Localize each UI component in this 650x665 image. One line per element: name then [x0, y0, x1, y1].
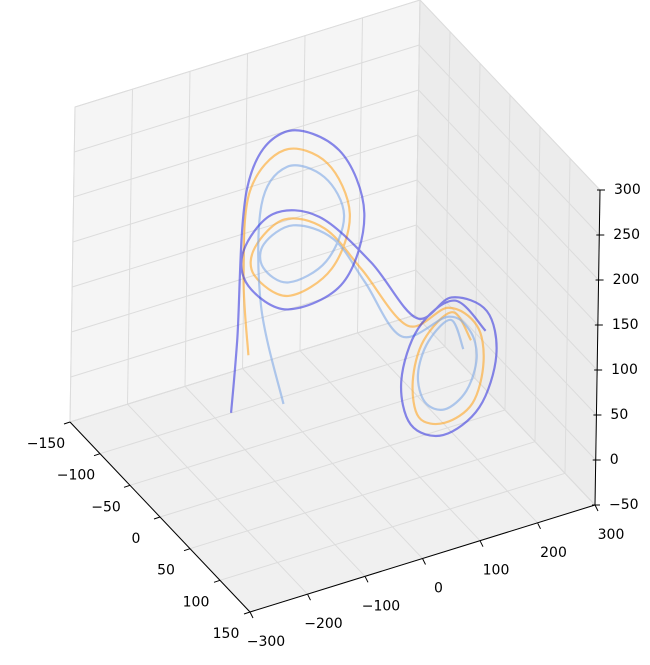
z-tick-label: 250	[613, 227, 640, 243]
x-tick	[249, 611, 254, 619]
x-tick	[594, 504, 599, 512]
y-tick-label: 0	[132, 531, 141, 547]
x-tick	[364, 576, 369, 583]
grid-line	[418, 89, 599, 281]
x-tick	[479, 540, 484, 547]
y-tick-label: −150	[27, 436, 65, 452]
grid-line	[417, 134, 599, 326]
z-axis	[594, 189, 601, 506]
grid-line	[564, 158, 571, 474]
grid-line	[357, 17, 363, 333]
grid-line	[69, 106, 76, 423]
x-tick-label: −200	[304, 616, 342, 632]
x-tick-label: −300	[247, 634, 285, 650]
y-tick	[213, 579, 221, 583]
grid-line	[72, 134, 419, 243]
grid-line	[159, 409, 506, 518]
y-tick	[63, 421, 71, 425]
grid-line	[184, 71, 191, 387]
grid-line	[444, 31, 451, 347]
x-tick-label: 300	[598, 527, 625, 543]
y-tick-label: −50	[91, 499, 121, 515]
x-axis	[249, 504, 596, 613]
y-tick-label: 100	[183, 594, 210, 610]
grid-line	[414, 0, 421, 316]
grid-line	[129, 377, 476, 486]
grid-line	[419, 0, 601, 191]
grid-line	[416, 224, 597, 416]
y-tick	[93, 453, 101, 457]
trajectory	[229, 129, 498, 438]
grid-line	[299, 35, 306, 351]
grid-line	[73, 89, 419, 198]
grid-line	[504, 94, 511, 411]
z-tick-label: 0	[610, 452, 619, 468]
grid-line	[416, 179, 598, 371]
y-tick-label: −100	[57, 468, 95, 484]
x-tick	[537, 522, 541, 530]
z-tick-label: 150	[612, 317, 639, 333]
grid-line	[99, 346, 446, 455]
trajectory	[257, 164, 478, 411]
grid-line	[74, 44, 420, 153]
x-tick-label: 200	[540, 545, 567, 561]
grid-line	[219, 472, 566, 581]
grid-line	[414, 314, 596, 506]
grid-line	[127, 89, 133, 405]
y-tick	[243, 611, 251, 615]
y-tick-label: 150	[213, 626, 240, 642]
z-tick-label: 50	[610, 407, 628, 423]
x-tick	[307, 593, 311, 601]
z-tick-label: 200	[613, 272, 640, 288]
y-axis	[69, 421, 251, 613]
y-tick	[153, 516, 161, 520]
z-tick-label: 300	[614, 182, 641, 198]
x-tick-label: 100	[483, 563, 510, 579]
grid-line	[534, 126, 541, 442]
x-tick-label: 0	[434, 581, 443, 597]
y-tick	[123, 484, 131, 488]
y-tick-label: 50	[157, 563, 175, 579]
x-tick-label: −100	[362, 598, 400, 614]
grid-line	[418, 44, 600, 236]
grid-line	[189, 441, 536, 550]
z-tick-label: 100	[611, 362, 638, 378]
grid-line	[70, 269, 416, 378]
grid-line	[69, 314, 416, 423]
y-tick	[183, 548, 191, 552]
x-tick	[422, 558, 426, 565]
grid-line	[74, 0, 421, 108]
z-tick-label: −50	[609, 497, 639, 513]
